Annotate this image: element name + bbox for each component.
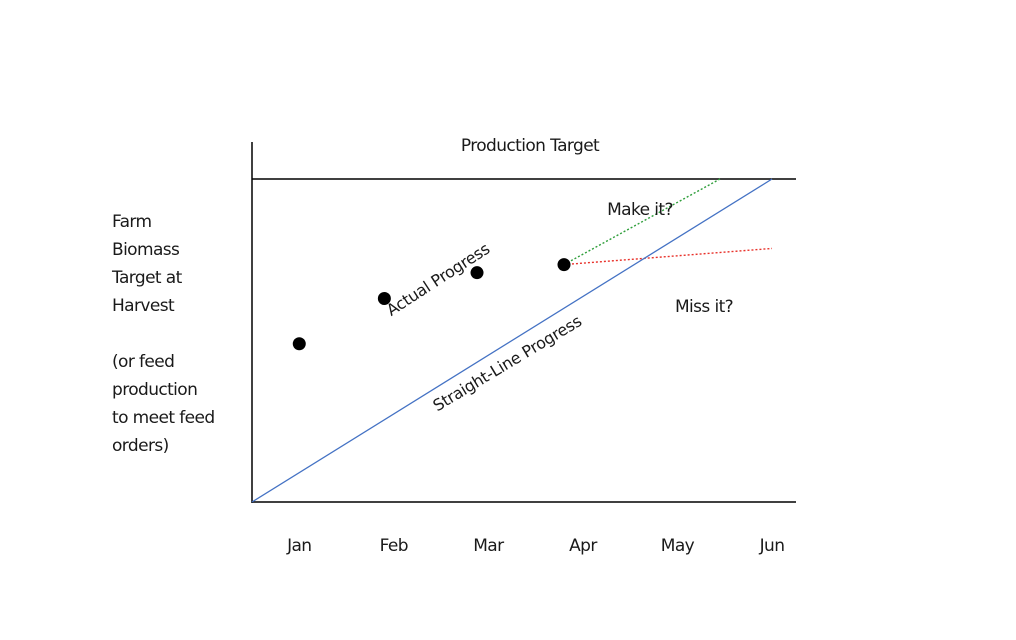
ylabel-note-line: orders) — [112, 436, 169, 456]
x-tick-label-mar: Mar — [473, 536, 504, 556]
ylabel-note-line: (or feed — [112, 352, 175, 372]
ylabel-line: Harvest — [112, 296, 175, 316]
actual-progress-point-3 — [470, 266, 484, 280]
chart-title: Production Target — [461, 136, 600, 156]
y-axis-label: Farm Biomass Target at Harvest (or feed … — [112, 208, 252, 460]
x-tick-label-jun: Jun — [759, 536, 785, 556]
ylabel-line: Farm — [112, 212, 152, 232]
x-tick-label-may: May — [661, 536, 695, 556]
actual-progress-point-4 — [557, 258, 571, 272]
series-line-make-it — [563, 178, 721, 266]
ylabel-note-line: production — [112, 380, 198, 400]
label-straight-line-progress: Straight-Line Progress — [430, 311, 585, 415]
x-tick-label-feb: Feb — [380, 536, 408, 556]
series-line-straight-line-progress — [251, 178, 773, 503]
series-line-miss-it — [563, 247, 773, 266]
ylabel-line: Target at — [112, 268, 182, 288]
ylabel-note-line: to meet feed — [112, 408, 215, 428]
label-actual-progress: Actual Progress — [383, 239, 493, 320]
x-tick-label-apr: Apr — [569, 536, 597, 556]
x-tick-label-jan: Jan — [286, 536, 311, 556]
actual-progress-point-2 — [377, 292, 391, 306]
actual-progress-point-1 — [292, 337, 306, 351]
ylabel-line: Biomass — [112, 240, 180, 260]
label-miss-it: Miss it? — [675, 297, 733, 317]
label-make-it: Make it? — [607, 200, 673, 220]
